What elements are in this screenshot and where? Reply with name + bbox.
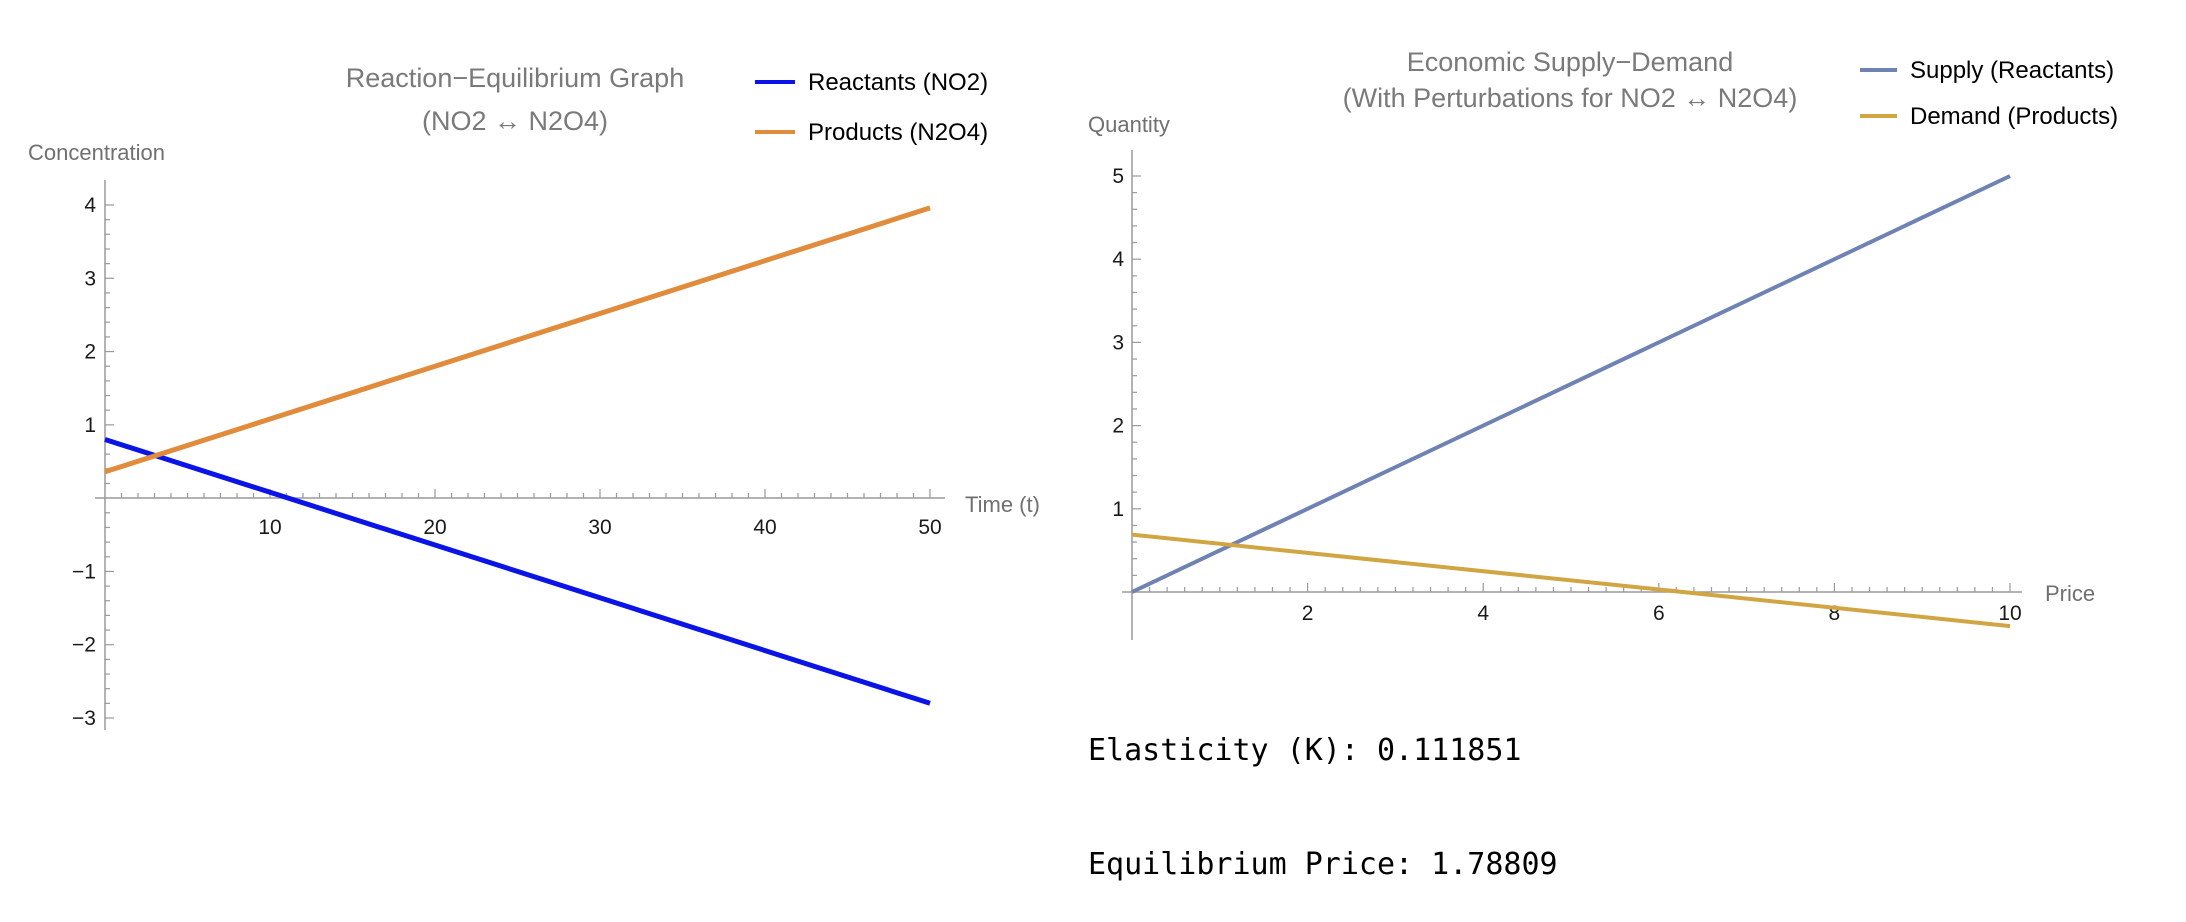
y-tick-label: 2 (84, 341, 96, 364)
y-tick-label: 3 (84, 267, 96, 290)
elasticity-readout: Elasticity (K): 0.111851 (1088, 733, 1522, 768)
x-tick-label: 10 (1998, 602, 2021, 625)
chart-title-line: Reaction−Equilibrium Graph (346, 63, 684, 93)
y-axis-label: Concentration (28, 140, 165, 165)
series-line-1 (104, 437, 931, 706)
y-tick-label: 4 (1112, 248, 1124, 271)
y-tick-label: 3 (1112, 331, 1124, 354)
series-line-2 (1131, 532, 2011, 629)
y-tick-label: 1 (84, 414, 96, 437)
legend-label: Demand (Products) (1910, 103, 2118, 130)
y-tick-label: −2 (72, 634, 96, 657)
series-line-2 (104, 205, 931, 475)
x-tick-label: 30 (588, 516, 611, 539)
legend-label: Reactants (NO2) (808, 69, 988, 96)
x-tick-label: 2 (1302, 602, 1314, 625)
x-tick-label: 40 (753, 516, 776, 539)
y-tick-label: −3 (72, 707, 96, 730)
equilibrium-price-readout: Equilibrium Price: 1.78809 (1088, 847, 1558, 882)
x-tick-label: 8 (1829, 602, 1841, 625)
x-tick-label: 50 (918, 516, 941, 539)
output-text: Elasticity (K): 0.111851 Equilibrium Pri… (1088, 656, 1558, 922)
legend-label: Products (N2O4) (808, 119, 988, 146)
x-axis-label: Time (t) (965, 492, 1040, 517)
plots-canvas: Reaction−Equilibrium Graph (NO2 ↔ N2O4) 10… (28, 47, 2118, 730)
y-tick-label: 2 (1112, 415, 1124, 438)
chart-title-line: (With Perturbations for NO2 ↔ N2O4) (1343, 83, 1798, 113)
chart-title-line: Economic Supply−Demand (1407, 47, 1733, 77)
chart-title-line: (NO2 ↔ N2O4) (422, 106, 608, 136)
y-tick-label: 4 (84, 194, 96, 217)
y-tick-label: 1 (1112, 498, 1124, 521)
y-tick-label: −1 (72, 560, 96, 583)
y-axis-label: Quantity (1088, 112, 1170, 137)
series-line-1 (1131, 174, 2011, 594)
x-axis-label: Price (2045, 581, 2095, 606)
x-tick-label: 20 (423, 516, 446, 539)
legend-label: Supply (Reactants) (1910, 57, 2114, 84)
supply-demand-chart: Economic Supply−Demand (With Perturbation… (1088, 47, 2118, 640)
y-tick-label: 5 (1112, 165, 1124, 188)
x-tick-label: 6 (1653, 602, 1665, 625)
reaction-equilibrium-chart: Reaction−Equilibrium Graph (NO2 ↔ N2O4) 10… (28, 63, 1040, 730)
x-tick-label: 10 (258, 516, 281, 539)
x-tick-label: 4 (1477, 602, 1489, 625)
